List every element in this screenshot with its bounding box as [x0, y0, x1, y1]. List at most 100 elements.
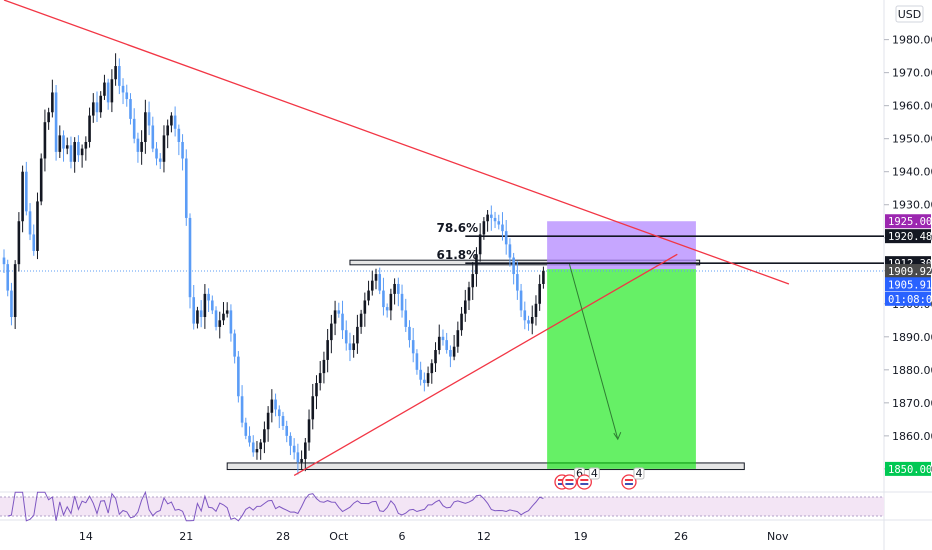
event-flag-icon[interactable] [576, 474, 592, 490]
candle [449, 350, 452, 357]
candle [538, 283, 541, 304]
descending-trendline[interactable] [3, 0, 790, 285]
candle [54, 92, 58, 152]
candle [136, 138, 140, 152]
y-tick-label: 1960.000 [892, 100, 932, 113]
x-tick-label: 6 [399, 530, 406, 543]
event-count-badge [588, 467, 600, 480]
candle [233, 333, 236, 357]
candle [292, 445, 296, 453]
candle [307, 419, 311, 443]
y-tick-label: 1980.000 [892, 34, 932, 47]
candle [32, 234, 36, 251]
candle [129, 99, 132, 119]
candle [196, 310, 199, 324]
short-position-tool[interactable] [547, 221, 696, 469]
candle [10, 290, 13, 317]
currency-button[interactable]: USD [895, 5, 924, 23]
candle [333, 310, 337, 324]
candle [296, 452, 300, 463]
candle [441, 336, 445, 341]
x-tick-label: 26 [674, 530, 688, 543]
candle [430, 363, 434, 374]
candle [374, 274, 378, 281]
trendlines[interactable] [3, 0, 790, 477]
candle [415, 353, 419, 370]
candle [2, 257, 6, 265]
x-tick-label: Oct [329, 530, 349, 543]
price-tag [885, 229, 931, 244]
candle [36, 201, 39, 251]
candle [304, 442, 307, 459]
price-tag [885, 214, 931, 229]
event-count-badge [633, 467, 645, 480]
x-tick-label: Nov [767, 530, 789, 543]
price-pane[interactable] [0, 0, 884, 492]
support-zone[interactable] [226, 462, 745, 471]
price-axis[interactable]: 1850.000 1860.000 1870.000 1880.000 1890.000… [884, 34, 932, 476]
candle [382, 290, 385, 308]
candle [389, 293, 393, 311]
candle [315, 383, 318, 397]
time-axis[interactable]: 14 21 28 Oct 6 12 19 26 Nov [79, 530, 789, 543]
y-tick-label: 1940.000 [892, 166, 932, 179]
candle [188, 217, 192, 298]
candle [199, 310, 203, 317]
ascending-trendline[interactable] [293, 253, 678, 477]
candle [337, 310, 341, 314]
candle [151, 125, 155, 149]
candle [367, 290, 370, 301]
candle [80, 148, 84, 156]
horizontal-levels[interactable] [0, 235, 884, 272]
rsi-indicator[interactable] [0, 490, 884, 522]
candle [270, 399, 274, 413]
candle [251, 442, 255, 453]
y-tick-label: 1930.000 [892, 199, 932, 212]
candle [6, 264, 10, 291]
candle [21, 171, 24, 222]
event-flag-icon[interactable] [621, 474, 637, 490]
candle [121, 85, 125, 93]
candle [17, 221, 21, 265]
y-tick-label: 1890.000 [892, 331, 932, 344]
price-tags: 1925.0001920.4831912.3091909.9201905.911… [885, 214, 932, 476]
projection-arrow[interactable] [568, 264, 619, 440]
candle [378, 274, 382, 291]
candle [237, 356, 240, 397]
price-tag [885, 461, 931, 476]
candle [393, 283, 396, 294]
candle [170, 115, 173, 126]
candle [452, 346, 456, 357]
candle [99, 95, 103, 113]
candle [385, 307, 389, 311]
candle [274, 399, 277, 410]
candle [155, 148, 158, 159]
stop-loss-zone[interactable] [547, 221, 696, 270]
candle [475, 254, 478, 275]
y-tick-label: 1950.000 [892, 133, 932, 146]
event-flag-stripe [565, 479, 574, 481]
candle [400, 293, 404, 311]
candle [285, 425, 289, 436]
candle [404, 310, 408, 327]
candle [411, 340, 415, 354]
candle [478, 234, 482, 255]
event-flag-icon[interactable] [561, 474, 578, 490]
candle [118, 66, 121, 86]
candle [352, 343, 355, 351]
candle [173, 115, 177, 129]
candle [300, 458, 303, 463]
candle [13, 264, 17, 317]
candle [504, 231, 508, 245]
candle [177, 128, 181, 142]
take-profit-zone[interactable] [547, 269, 696, 469]
x-tick-label: 19 [574, 530, 588, 543]
price-tag-label: 1925.000 [888, 216, 932, 228]
x-tick-label: 14 [79, 530, 93, 543]
candle [110, 79, 114, 103]
candle [397, 283, 400, 294]
candle [259, 442, 262, 450]
candle [482, 221, 486, 235]
